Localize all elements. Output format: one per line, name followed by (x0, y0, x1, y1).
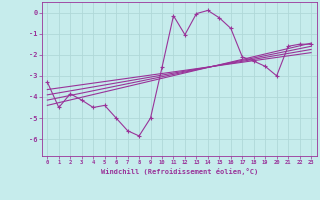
X-axis label: Windchill (Refroidissement éolien,°C): Windchill (Refroidissement éolien,°C) (100, 168, 258, 175)
